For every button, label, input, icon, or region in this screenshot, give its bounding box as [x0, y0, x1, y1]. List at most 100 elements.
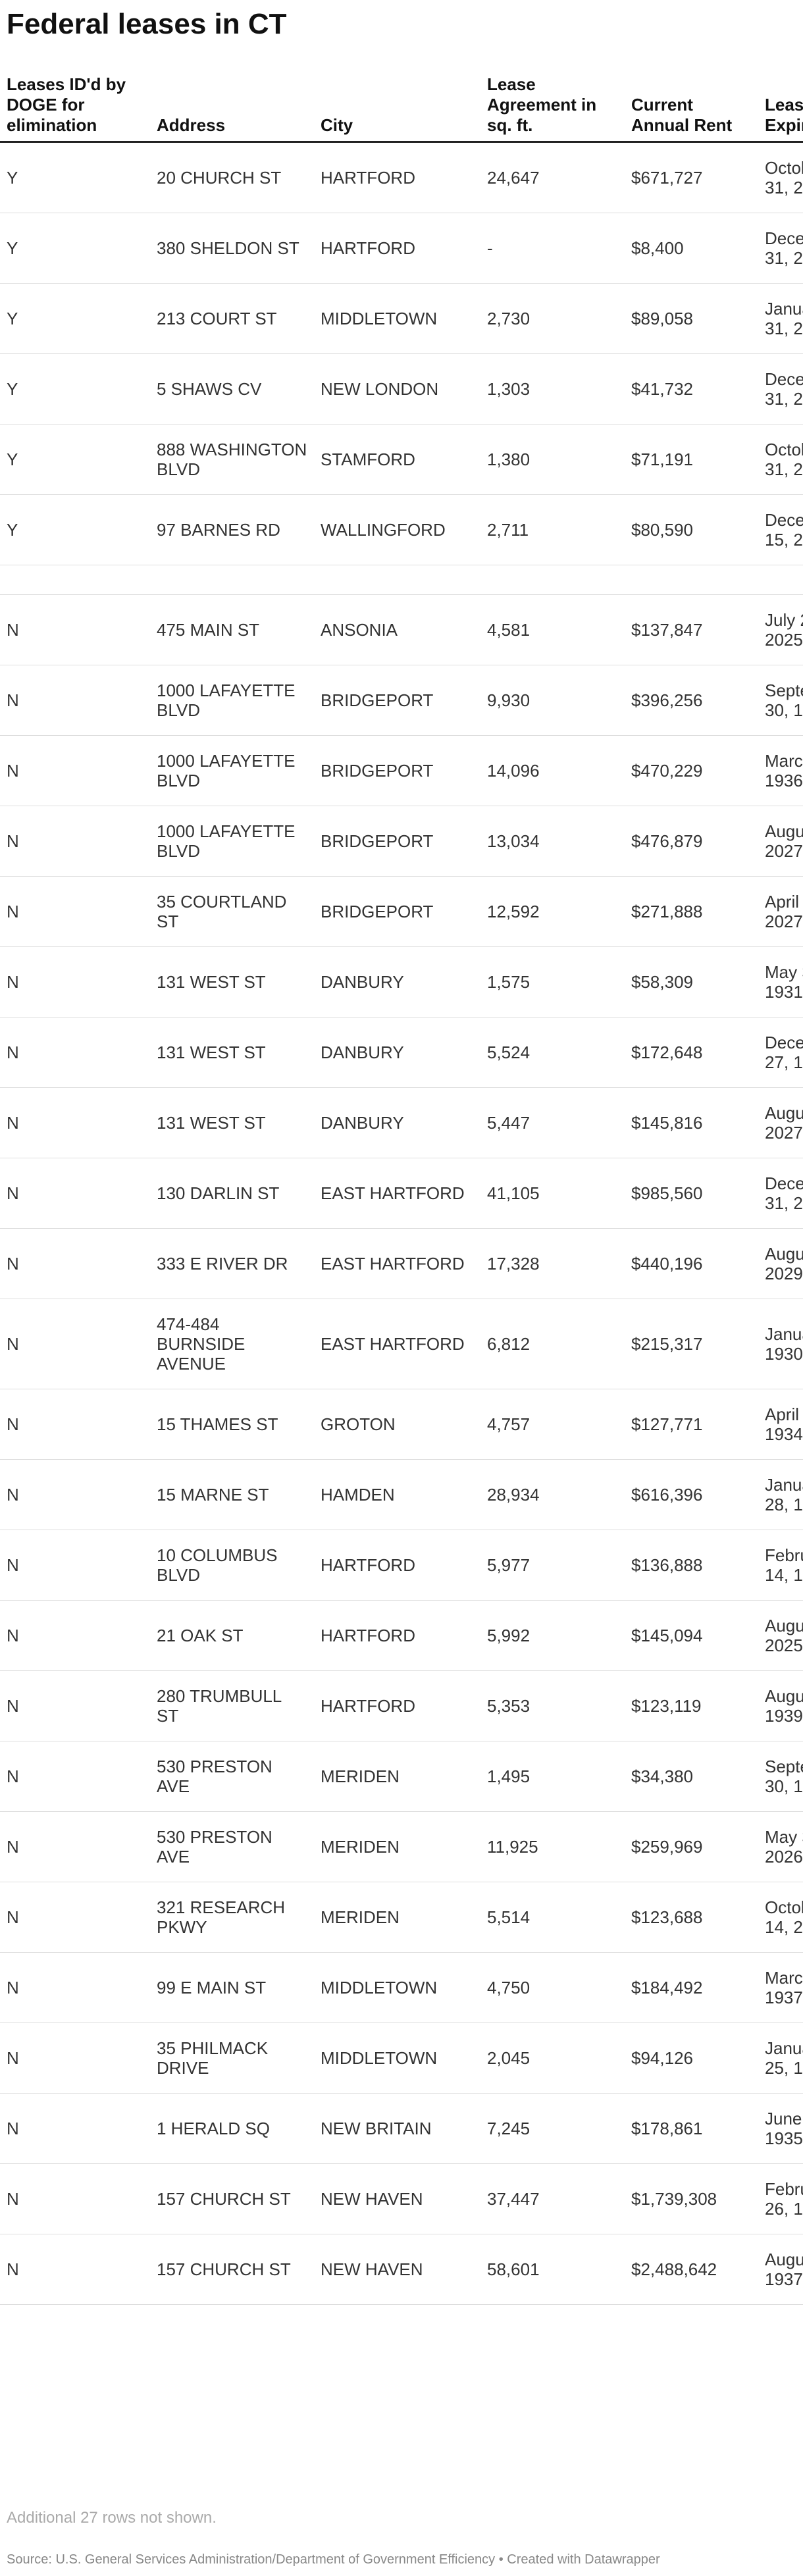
table-cell: 321 RESEARCH PKWY — [150, 1882, 314, 1953]
table-cell: HARTFORD — [314, 213, 480, 284]
table-cell: $2,488,642 — [625, 2234, 758, 2305]
table-cell: 213 COURT ST — [150, 283, 314, 354]
table-cell: $34,380 — [625, 1741, 758, 1812]
table-cell: Dece 31, 20 — [758, 353, 803, 425]
table-cell: May 3 2026 — [758, 1811, 803, 1882]
table-cell: GROTON — [314, 1389, 480, 1460]
table-cell: Augu 2025 — [758, 1600, 803, 1671]
table-row: N 99 E MAIN ST MIDDLETOWN 4,750 $184,492 Marc… — [0, 1952, 803, 2023]
table-cell: 5,514 — [480, 1882, 625, 1953]
table-cell: N — [0, 1741, 150, 1812]
table-cell: Febru 14, 19 — [758, 1530, 803, 1601]
table-row: Y 380 SHELDON ST HARTFORD - $8,400 Dece 31, 2… — [0, 213, 803, 284]
table-cell: 35 COURTLAND ST — [150, 876, 314, 947]
title: Federal leases in CT — [7, 8, 287, 40]
table-cell: $137,847 — [625, 594, 758, 665]
table-cell: BRIDGEPORT — [314, 735, 480, 806]
table-cell: 131 WEST ST — [150, 1087, 314, 1158]
table-cell: MIDDLETOWN — [314, 1952, 480, 2023]
table-cell: $271,888 — [625, 876, 758, 947]
table-cell: HAMDEN — [314, 1459, 480, 1530]
table-cell: 15 THAMES ST — [150, 1389, 314, 1460]
table-cell: Augu 1937 — [758, 2234, 803, 2305]
table-cell: 333 E RIVER DR — [150, 1228, 314, 1299]
table-cell: 2,711 — [480, 494, 625, 565]
table-cell: Janua 31, 20 — [758, 283, 803, 354]
table-cell: $172,648 — [625, 1017, 758, 1088]
table-cell: 6,812 — [480, 1299, 625, 1389]
table-cell: Dece 31, 20 — [758, 1158, 803, 1229]
table-cell: Febru 26, 19 — [758, 2163, 803, 2234]
table-cell: MIDDLETOWN — [314, 283, 480, 354]
table-cell: 888 WASHINGTON BLVD — [150, 424, 314, 495]
table-cell: 9,930 — [480, 665, 625, 736]
table-cell: N — [0, 1459, 150, 1530]
table-cell: 1,380 — [480, 424, 625, 495]
table-cell: Janua 28, 19 — [758, 1459, 803, 1530]
table-cell: 5,447 — [480, 1087, 625, 1158]
table-cell: N — [0, 1228, 150, 1299]
leases-table: Leases ID'd by DOGE for elimination Addre… — [0, 74, 803, 2305]
table-cell: N — [0, 735, 150, 806]
table-cell: $71,191 — [625, 424, 758, 495]
table-row: N 474-484 BURNSIDE AVENUE EAST HARTFORD 6,8… — [0, 1299, 803, 1389]
table-cell: Septe 30, 19 — [758, 665, 803, 736]
table-cell: N — [0, 1158, 150, 1229]
table-cell: Marc 1937 — [758, 1952, 803, 2023]
table-cell: Y — [0, 424, 150, 495]
table-row: N 1000 LAFAYETTE BLVD BRIDGEPORT 9,930 $396,… — [0, 665, 803, 736]
table-cell: Dece 15, 20 — [758, 494, 803, 565]
table-cell: 5,524 — [480, 1017, 625, 1088]
table-cell: $94,126 — [625, 2022, 758, 2094]
table-cell: Augu 2027 — [758, 1087, 803, 1158]
source: Source: U.S. General Services Administra… — [7, 2552, 660, 2567]
table-row: Y20 CHURCH STHARTFORD24,647$671,727Octob… — [0, 142, 803, 213]
header-row: Leases ID'd by DOGE for elimination Addre… — [0, 74, 803, 143]
table-cell: N — [0, 806, 150, 877]
table-cell: EAST HARTFORD — [314, 1228, 480, 1299]
table-cell: May 3 1931 — [758, 946, 803, 1018]
table-cell: $89,058 — [625, 283, 758, 354]
table-cell: NEW HAVEN — [314, 2234, 480, 2305]
table-cell: 20 CHURCH ST — [150, 142, 314, 213]
table-cell: $1,739,308 — [625, 2163, 758, 2234]
table-cell: MERIDEN — [314, 1882, 480, 1953]
table-cell: HARTFORD — [314, 1600, 480, 1671]
table-cell: N — [0, 2093, 150, 2164]
table-cell: NEW BRITAIN — [314, 2093, 480, 2164]
table-cell: MERIDEN — [314, 1741, 480, 1812]
table-cell: 1,495 — [480, 1741, 625, 1812]
table-cell: 28,934 — [480, 1459, 625, 1530]
table-cell: Janua 1930 — [758, 1299, 803, 1389]
table-cell: - — [480, 213, 625, 284]
table-cell: 58,601 — [480, 2234, 625, 2305]
table-cell: 157 CHURCH ST — [150, 2163, 314, 2234]
table-row: N 21 OAK ST HARTFORD 5,992 $145,094 Augu 2025 — [0, 1600, 803, 1671]
table-cell: Y — [0, 494, 150, 565]
table-cell: Septe 30, 19 — [758, 1741, 803, 1812]
table-cell: $184,492 — [625, 1952, 758, 2023]
table-cell: 11,925 — [480, 1811, 625, 1882]
table-cell: $396,256 — [625, 665, 758, 736]
table-cell: Y — [0, 353, 150, 425]
table-cell: HARTFORD — [314, 1530, 480, 1601]
table-cell: 1,575 — [480, 946, 625, 1018]
table-cell: NEW HAVEN — [314, 2163, 480, 2234]
table-cell: 4,581 — [480, 594, 625, 665]
table-cell: 5,353 — [480, 1670, 625, 1741]
table-row: N 333 E RIVER DR EAST HARTFORD 17,328 $440,1… — [0, 1228, 803, 1299]
table-row: N 1000 LAFAYETTE BLVD BRIDGEPORT 13,034 $476… — [0, 806, 803, 877]
table-cell: 17,328 — [480, 1228, 625, 1299]
table-cell: N — [0, 594, 150, 665]
table-cell: 380 SHELDON ST — [150, 213, 314, 284]
table-cell: 12,592 — [480, 876, 625, 947]
table-row: N 131 WEST ST DANBURY 5,447 $145,816 Augu 202… — [0, 1087, 803, 1158]
table-cell: 14,096 — [480, 735, 625, 806]
table-cell: EAST HARTFORD — [314, 1158, 480, 1229]
table-cell: 130 DARLIN ST — [150, 1158, 314, 1229]
table-row: N 15 THAMES ST GROTON 4,757 $127,771 April 19… — [0, 1389, 803, 1460]
table-cell: N — [0, 2022, 150, 2094]
table-cell: 1000 LAFAYETTE BLVD — [150, 665, 314, 736]
